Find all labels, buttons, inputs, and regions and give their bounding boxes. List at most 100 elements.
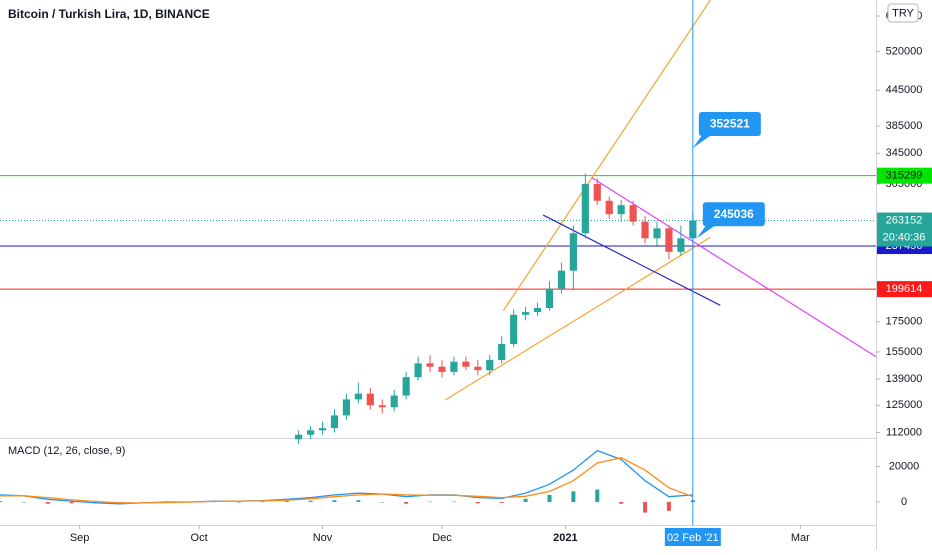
macd-histogram-bar [547,494,552,502]
y-tick-label: 345000 [886,147,923,159]
currency-button-box[interactable] [887,3,919,23]
callout-label: 245036 [714,207,754,221]
macd-histogram-bar [595,489,600,502]
macd-histogram-bar [404,501,409,504]
candle-body [617,205,625,215]
macd-histogram-bar [499,501,504,503]
price-level-badge [877,167,932,184]
candle-body [426,363,434,367]
x-tick-label: Sep [70,532,90,544]
y-tick-label: 445000 [886,84,923,96]
candle-body [318,428,327,431]
candle-body [510,314,518,345]
signal-line [0,457,694,504]
y-tick-label: 20000 [889,460,920,472]
currency-button[interactable]: TRY [887,3,919,23]
y-tick-label: 175000 [886,316,923,328]
macd-histogram-bar [69,501,74,504]
last-price-badge [877,212,932,247]
y-tick-label: 520000 [886,45,923,57]
candle-body [665,228,673,252]
macd-histogram-bar [21,501,26,503]
y-tick-label: 125000 [886,399,923,411]
candle-body [366,393,374,406]
y-tick-label: 155000 [886,346,923,358]
macd-histogram-bar [236,501,241,503]
candle-body [390,395,398,408]
candle-body [414,363,422,378]
callout-pointer [692,133,713,148]
candle-body [581,183,589,234]
y-tick-label: 0 [901,496,907,508]
x-tick-label: Oct [191,532,208,544]
candle-body [498,344,506,361]
macd-histogram-bar [571,491,576,502]
x-tick-label: Mar [791,532,810,544]
price-level-label: 315299 [886,170,923,182]
chart-title: Bitcoin / Turkish Lira, 1D, BINANCE [8,7,210,21]
macd-histogram-bar [451,501,456,503]
macd-histogram-bar [666,501,671,511]
macd-histogram-bar [619,501,624,504]
macd-histogram-bar [45,501,50,504]
x-tick-label: Nov [313,532,333,544]
trend-line [591,177,877,358]
candle-body [522,312,530,315]
candle-body [354,393,362,400]
currency-button-label[interactable]: TRY [892,7,914,19]
candle-body [641,221,649,239]
indicator-title: MACD (12, 26, close, 9) [8,445,125,457]
candle-body [450,361,458,372]
candle-body [629,205,637,222]
macd-histogram-bar [260,501,265,503]
overlay-layer: 02 Feb '21352521245036315299237456199614… [664,0,932,546]
price-level-label: 199614 [886,283,923,295]
candle-body [677,238,685,252]
countdown-label: 20:40:36 [883,231,926,243]
macd-histogram-bar [475,501,480,504]
candle-body [474,366,482,371]
candle-body [462,361,470,367]
cursor-label-box [664,528,721,546]
candle-body [378,405,386,408]
candle-body [653,228,661,239]
macd-histogram-bar [284,501,289,502]
macd-histogram-bar [428,501,433,503]
callout-box [698,111,761,136]
x-tick-label: Dec [432,532,452,544]
candle-body [545,288,554,308]
candle-body [557,270,566,289]
macd-histogram-bar [356,500,361,502]
callout-pointer [696,224,717,239]
candle-body [295,434,303,440]
candle-body [605,200,613,215]
x-tick-label: 2021 [553,532,577,544]
candle-body [306,430,315,435]
last-price-label: 263152 [886,214,923,226]
candle-body [533,307,542,313]
macd-histogram-bar [523,498,528,502]
macd-histogram-bar [141,501,146,503]
trend-line [502,0,711,312]
candle-body [438,366,446,372]
trend-line [542,214,721,306]
candle-body [486,360,494,371]
macd-histogram-bar [380,501,385,503]
callout-label: 352521 [710,117,750,131]
macd-histogram-bar [332,500,337,502]
cursor-label: 02 Feb '21 [667,532,719,544]
candle-body [593,183,601,201]
macd-histogram-bar [0,501,2,502]
candle-body [342,399,351,416]
candle-body [330,415,339,429]
macd-line [0,449,693,505]
candle-body [402,377,410,396]
macd-histogram-bar [308,500,313,502]
y-tick-label: 112000 [886,426,922,438]
candle-body [569,233,577,271]
y-tick-label: 385000 [886,120,923,132]
price-level-badge [877,281,932,298]
callout-box [702,202,765,227]
